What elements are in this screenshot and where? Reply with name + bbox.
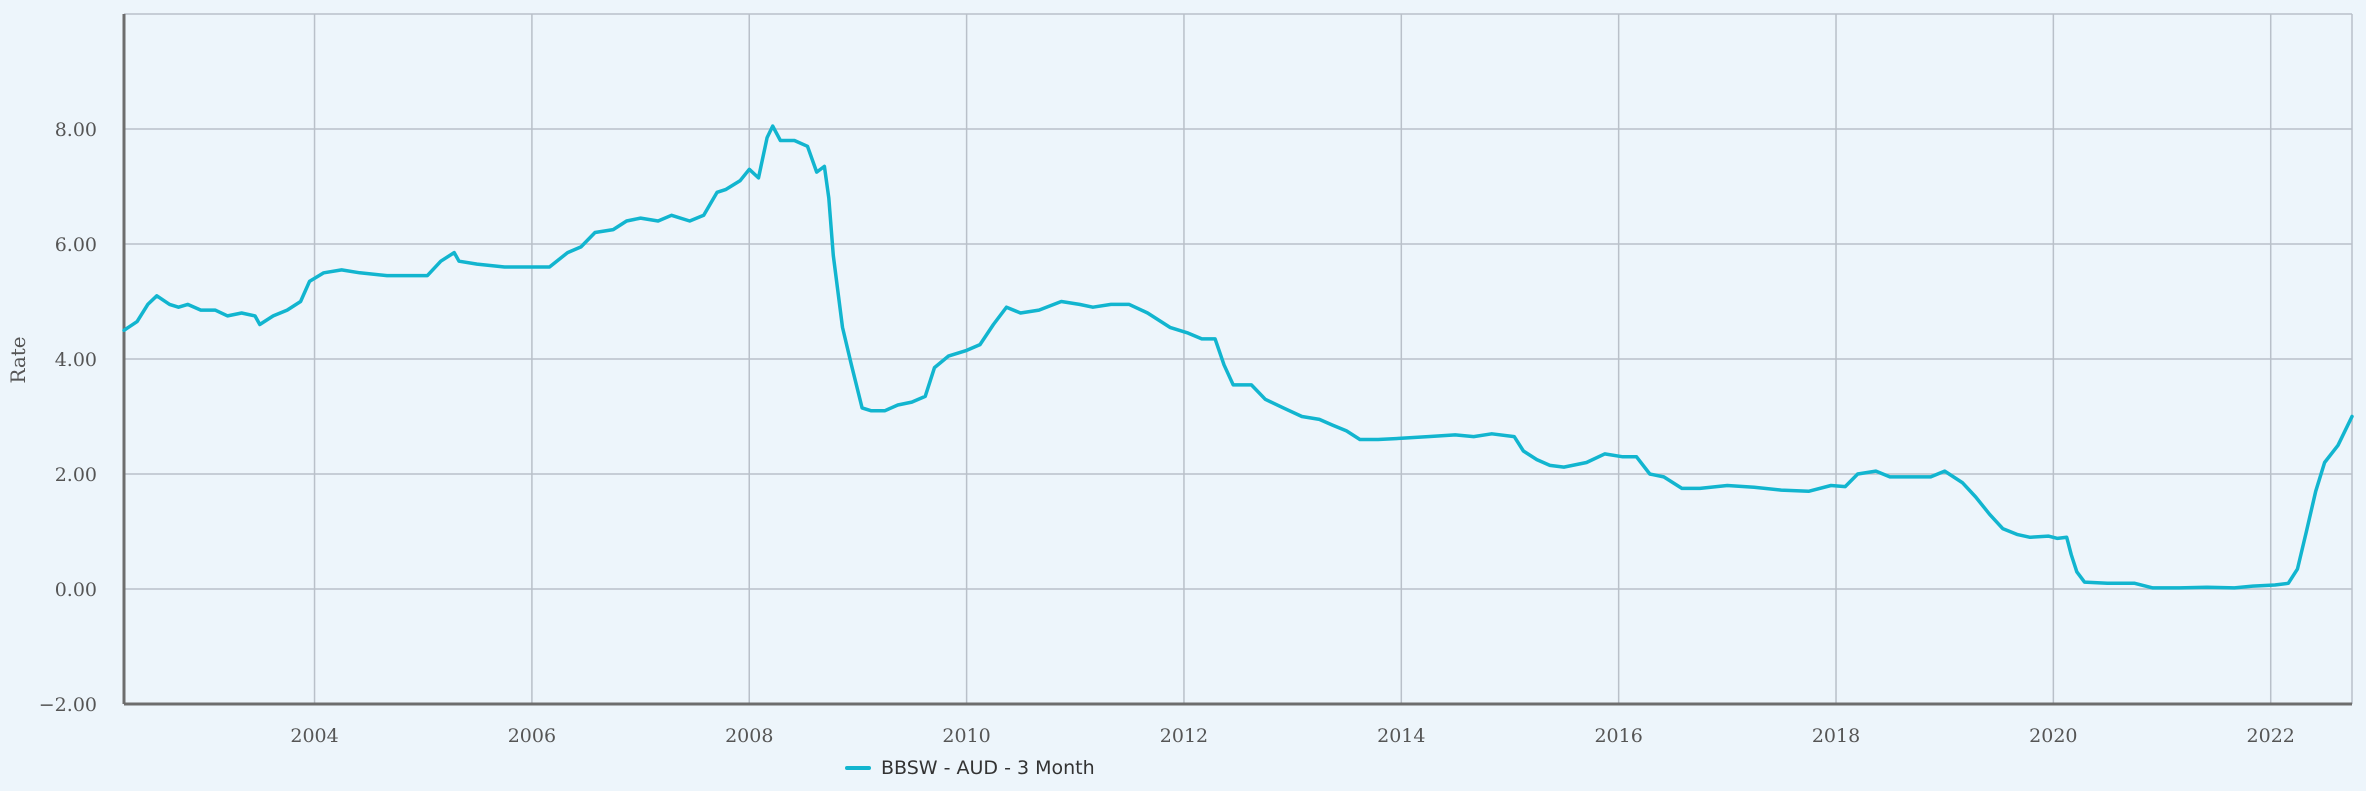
y-tick-label: 4.00 xyxy=(55,349,97,371)
axis-layer: −2.00 0.00 2.00 4.00 6.00 8.00 2004 2006 2008 201… xyxy=(39,14,2352,747)
legend-label: BBSW - AUD - 3 Month xyxy=(881,757,1095,779)
y-tick-label: 6.00 xyxy=(55,234,97,256)
y-axis-label: Rate xyxy=(6,336,30,383)
y-tick-label: 0.00 xyxy=(55,579,97,601)
legend[interactable]: BBSW - AUD - 3 Month xyxy=(845,757,1095,779)
x-tick-label: 2014 xyxy=(1377,725,1425,747)
grid-layer xyxy=(124,13,2353,704)
x-tick-label: 2018 xyxy=(1812,725,1860,747)
x-tick-label: 2012 xyxy=(1160,725,1208,747)
y-tick-label: 2.00 xyxy=(55,464,97,486)
series-layer xyxy=(122,124,2354,590)
series-line-bbsw-3m xyxy=(122,124,2354,590)
x-tick-label: 2006 xyxy=(508,725,556,747)
x-tick-label: 2016 xyxy=(1594,725,1642,747)
x-tick-label: 2010 xyxy=(942,725,990,747)
x-tick-label: 2008 xyxy=(725,725,773,747)
x-tick-label: 2022 xyxy=(2247,725,2295,747)
y-tick-label: −2.00 xyxy=(39,694,97,716)
legend-swatch xyxy=(845,766,871,770)
y-tick-label: 8.00 xyxy=(55,119,97,141)
x-tick-label: 2020 xyxy=(2029,725,2077,747)
x-tick-label: 2004 xyxy=(290,725,338,747)
